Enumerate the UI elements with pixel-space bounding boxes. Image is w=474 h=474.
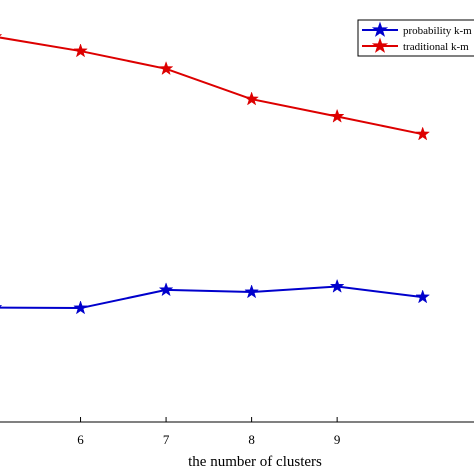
legend: probability k-m traditional k-m <box>357 19 474 57</box>
data-point-star <box>158 61 174 76</box>
data-point-star <box>329 108 345 123</box>
data-point-star <box>415 289 431 304</box>
data-point-star <box>244 91 259 106</box>
series-line <box>0 285 423 310</box>
series-line <box>0 36 423 136</box>
legend-label: traditional k-m <box>403 41 469 53</box>
data-point-star <box>0 305 3 308</box>
data-point-star <box>73 300 88 315</box>
x-tick-label: 7 <box>163 432 170 447</box>
x-tick-label: 8 <box>248 432 255 447</box>
x-tick-label: 9 <box>334 432 341 447</box>
x-tick-label: 6 <box>77 432 84 447</box>
legend-star <box>371 21 389 37</box>
legend-label: probability k-m <box>403 25 472 37</box>
x-axis-label: the number of clusters <box>188 454 322 470</box>
data-point-star <box>158 282 174 297</box>
legend-star <box>371 37 389 53</box>
plot-area <box>0 34 431 315</box>
x-axis-ticks: 6 7 8 9 <box>77 417 340 447</box>
data-point-star <box>244 284 259 299</box>
data-point-star <box>329 278 345 293</box>
data-point-star <box>415 126 431 141</box>
legend-entries: probability k-m traditional k-m <box>362 21 472 53</box>
data-point-star <box>0 34 3 37</box>
series-layer <box>0 34 431 315</box>
data-point-star <box>73 43 88 58</box>
